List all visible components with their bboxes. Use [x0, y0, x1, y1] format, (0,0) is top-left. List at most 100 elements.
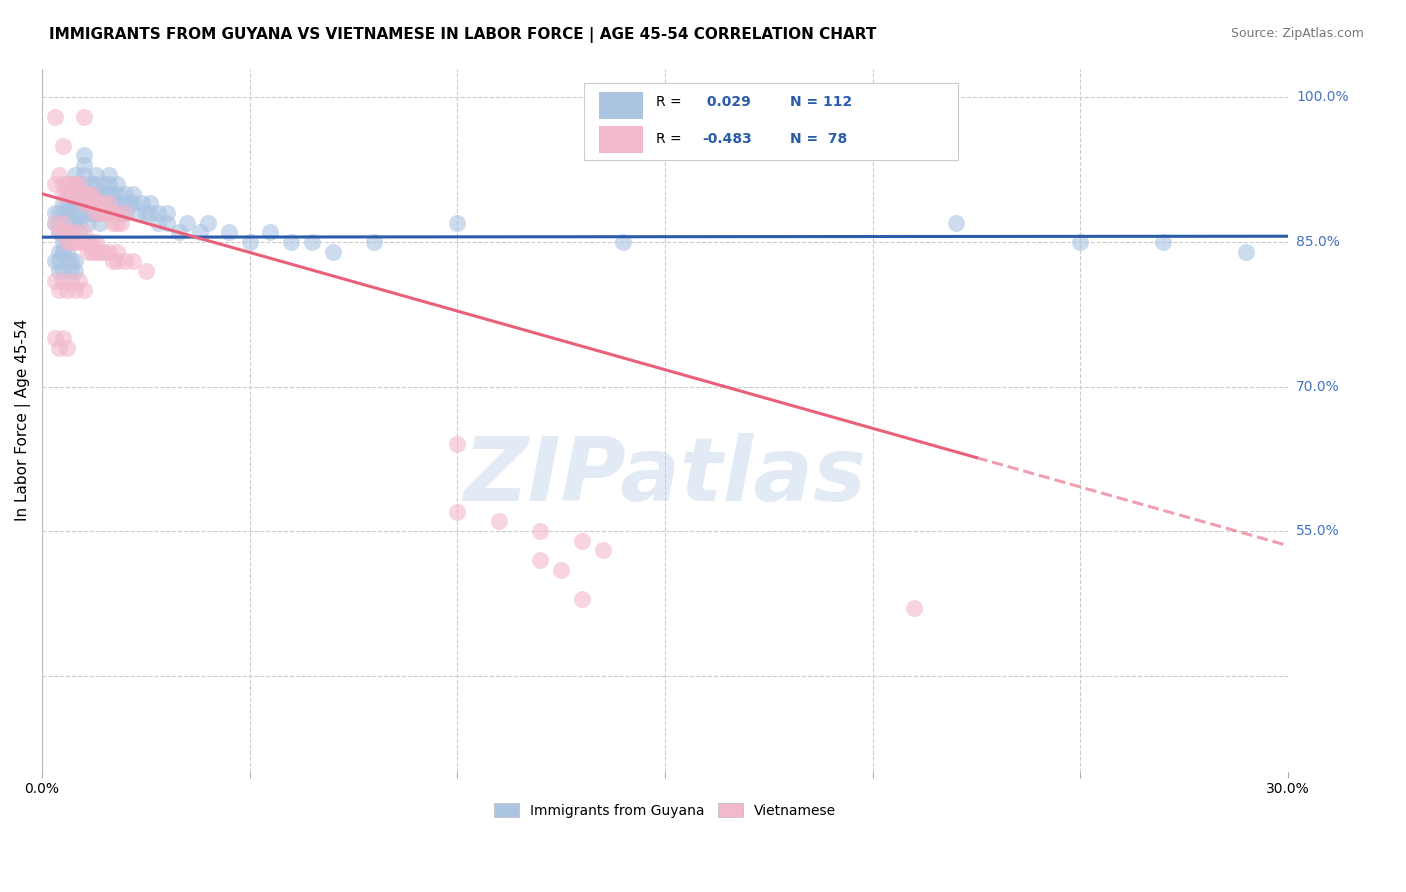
Point	[84, 196, 107, 211]
Point	[52, 206, 75, 220]
Point	[72, 196, 94, 211]
Point	[65, 186, 87, 201]
Point	[52, 186, 75, 201]
Point	[48, 206, 70, 220]
Point	[89, 206, 111, 220]
Point	[945, 216, 967, 230]
Point	[44, 206, 66, 220]
Point	[72, 225, 94, 239]
Point	[48, 254, 70, 268]
Point	[56, 186, 79, 201]
Point	[89, 216, 111, 230]
Point	[52, 274, 75, 288]
Point	[105, 206, 128, 220]
Point	[84, 244, 107, 259]
Point	[97, 177, 120, 191]
Point	[48, 225, 70, 239]
FancyBboxPatch shape	[599, 126, 643, 153]
Point	[44, 254, 66, 268]
Point	[65, 254, 87, 268]
Point	[76, 196, 98, 211]
Point	[93, 206, 115, 220]
Point	[69, 225, 91, 239]
Point	[44, 177, 66, 191]
Point	[48, 244, 70, 259]
Point	[65, 177, 87, 191]
Point	[44, 216, 66, 230]
Text: IMMIGRANTS FROM GUYANA VS VIETNAMESE IN LABOR FORCE | AGE 45-54 CORRELATION CHAR: IMMIGRANTS FROM GUYANA VS VIETNAMESE IN …	[49, 27, 876, 43]
Point	[80, 177, 103, 191]
Point	[60, 274, 83, 288]
Point	[488, 515, 510, 529]
Point	[56, 225, 79, 239]
Point	[97, 168, 120, 182]
Point	[127, 206, 149, 220]
Point	[60, 196, 83, 211]
Point	[52, 244, 75, 259]
Point	[48, 225, 70, 239]
Point	[80, 186, 103, 201]
Point	[56, 216, 79, 230]
Point	[156, 206, 179, 220]
Point	[612, 235, 634, 249]
Point	[363, 235, 385, 249]
Point	[135, 264, 157, 278]
Point	[80, 196, 103, 211]
Point	[65, 196, 87, 211]
Point	[80, 244, 103, 259]
Y-axis label: In Labor Force | Age 45-54: In Labor Force | Age 45-54	[15, 319, 31, 522]
Point	[52, 216, 75, 230]
Point	[48, 168, 70, 182]
Point	[110, 206, 132, 220]
Point	[65, 225, 87, 239]
Point	[60, 225, 83, 239]
Point	[48, 341, 70, 355]
Text: 0.029: 0.029	[703, 95, 751, 110]
Point	[72, 283, 94, 297]
Point	[69, 274, 91, 288]
Point	[76, 216, 98, 230]
Point	[89, 244, 111, 259]
Point	[89, 196, 111, 211]
Point	[101, 186, 124, 201]
Point	[56, 254, 79, 268]
Point	[72, 158, 94, 172]
Text: 55.0%: 55.0%	[1296, 524, 1340, 538]
Point	[56, 186, 79, 201]
Text: ZIPatlas: ZIPatlas	[464, 433, 866, 520]
Point	[76, 206, 98, 220]
Point	[44, 331, 66, 345]
Point	[176, 216, 198, 230]
Point	[69, 186, 91, 201]
Point	[97, 186, 120, 201]
Point	[60, 177, 83, 191]
Point	[84, 196, 107, 211]
Point	[118, 196, 141, 211]
Point	[60, 216, 83, 230]
Point	[65, 206, 87, 220]
Text: 70.0%: 70.0%	[1296, 380, 1340, 393]
Point	[101, 206, 124, 220]
Point	[148, 216, 170, 230]
Point	[139, 206, 162, 220]
Point	[65, 264, 87, 278]
Point	[84, 177, 107, 191]
Text: Source: ZipAtlas.com: Source: ZipAtlas.com	[1230, 27, 1364, 40]
Point	[60, 206, 83, 220]
Point	[60, 186, 83, 201]
Point	[72, 186, 94, 201]
Point	[114, 206, 136, 220]
Point	[148, 206, 170, 220]
Point	[44, 110, 66, 124]
Point	[56, 341, 79, 355]
Point	[56, 177, 79, 191]
Point	[446, 437, 468, 451]
Text: N = 112: N = 112	[790, 95, 852, 110]
Point	[218, 225, 240, 239]
Point	[446, 216, 468, 230]
Point	[52, 225, 75, 239]
Point	[52, 196, 75, 211]
Point	[69, 177, 91, 191]
Point	[1234, 244, 1257, 259]
Point	[76, 186, 98, 201]
